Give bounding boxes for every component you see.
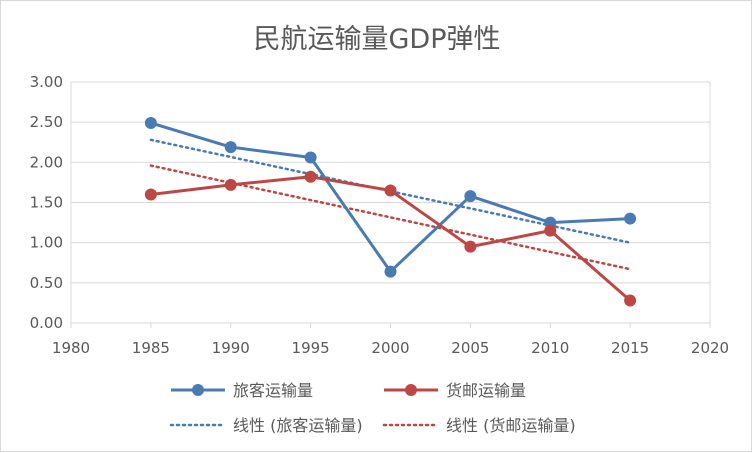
legend-label: 线性 (货邮运输量) xyxy=(446,416,576,435)
legend-marker xyxy=(405,384,417,396)
x-tick-label: 1980 xyxy=(52,339,90,357)
data-point xyxy=(624,295,636,307)
legend-label: 货邮运输量 xyxy=(446,381,526,400)
x-tick-label: 1985 xyxy=(132,339,170,357)
y-tick-label: 3.00 xyxy=(30,73,63,91)
x-tick-label: 1990 xyxy=(212,339,250,357)
y-tick-label: 2.50 xyxy=(30,113,63,131)
y-tick-labels: 0.00 0.50 1.00 1.50 2.00 2.50 3.00 xyxy=(30,73,63,332)
data-point xyxy=(225,179,237,191)
x-tick-label: 2010 xyxy=(531,339,569,357)
y-tick-label: 0.00 xyxy=(30,314,63,332)
data-point xyxy=(225,141,237,153)
x-tick-label: 1995 xyxy=(292,339,330,357)
data-point xyxy=(145,188,157,200)
x-tick-label: 2015 xyxy=(611,339,649,357)
chart-title: 民航运输量GDP弹性 xyxy=(254,24,501,55)
data-point xyxy=(305,152,317,164)
data-point xyxy=(145,117,157,129)
data-point xyxy=(544,225,556,237)
y-tick-label: 0.50 xyxy=(30,274,63,292)
trendline xyxy=(151,166,630,270)
x-tick-label: 2000 xyxy=(371,339,409,357)
x-tick-label: 2005 xyxy=(451,339,489,357)
legend-label: 旅客运输量 xyxy=(233,381,313,400)
data-point xyxy=(385,266,397,278)
data-point xyxy=(464,190,476,202)
series-line xyxy=(151,123,630,272)
legend-marker xyxy=(192,384,204,396)
data-point xyxy=(305,171,317,183)
trendlines xyxy=(151,140,630,269)
y-tick-label: 1.00 xyxy=(30,234,63,252)
gridlines xyxy=(71,82,710,328)
y-tick-label: 2.00 xyxy=(30,153,63,171)
data-point xyxy=(385,184,397,196)
x-tick-label: 2020 xyxy=(691,339,729,357)
y-tick-label: 1.50 xyxy=(30,194,63,212)
x-tick-labels: 1980 1985 1990 1995 2000 2005 2010 2015 2020 xyxy=(52,339,729,357)
series-lines xyxy=(145,117,636,307)
data-point xyxy=(624,213,636,225)
legend-label: 线性 (旅客运输量) xyxy=(233,416,363,435)
chart-area: 民航运输量GDP弹性 1980 1985 1990 1995 2000 2005 2010 2… xyxy=(0,0,752,452)
data-point xyxy=(464,241,476,253)
chart-svg: 民航运输量GDP弹性 1980 1985 1990 1995 2000 2005 2010 2… xyxy=(1,1,752,453)
